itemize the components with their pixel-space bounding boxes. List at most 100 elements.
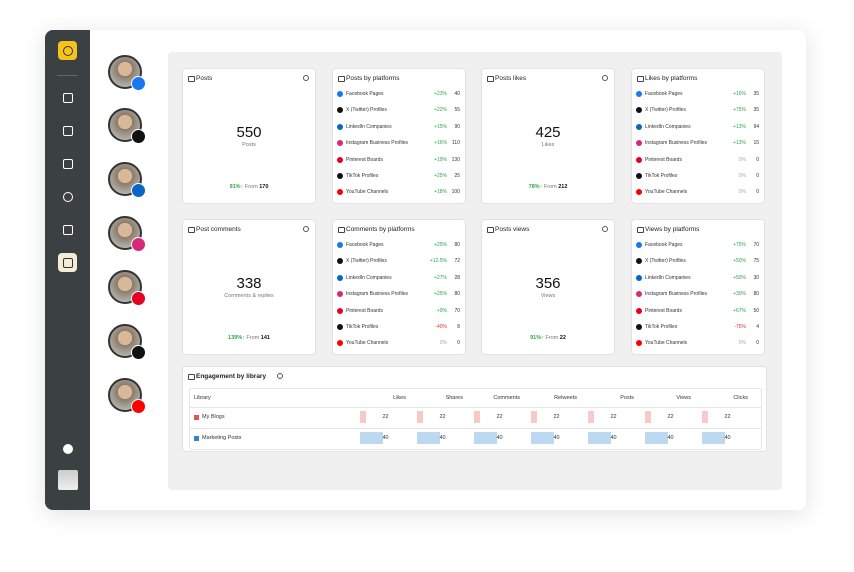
column-header: Likes xyxy=(393,395,406,401)
platform-name: Pinterest Boards xyxy=(645,156,682,163)
profile-avatar[interactable] xyxy=(108,378,146,414)
platform-row: X (Twitter) Profiles +12.5% 72 xyxy=(337,257,461,267)
metric-card: Posts likes 425 Likes 78%↑ From 212 xyxy=(481,68,615,204)
platform-row: Pinterest Boards +67% 50 xyxy=(636,307,760,317)
platform-value: 25 xyxy=(454,173,460,179)
card-icon xyxy=(188,227,195,233)
profile-avatar[interactable] xyxy=(108,162,146,198)
nav-analytics[interactable] xyxy=(58,253,77,272)
metric-footer: 139%↑ From 141 xyxy=(183,335,315,341)
platform-icon xyxy=(337,156,343,163)
metric-change: 91%↑ xyxy=(530,335,544,341)
engagement-table: Library Likes Shares Comments Retweets Posts V… xyxy=(189,388,762,450)
card-title: Views by platforms xyxy=(645,226,700,233)
metric-change: 78%↑ xyxy=(528,184,543,190)
library-name: Marketing Posts xyxy=(202,435,242,441)
cell-value: 40 xyxy=(439,435,446,441)
platform-change: 0% xyxy=(738,156,746,163)
platform-row: YouTube Channels 0% 0 xyxy=(337,339,461,349)
metric-caption: Likes xyxy=(541,142,555,148)
from-label: From xyxy=(545,335,559,341)
column-header: Retweets xyxy=(554,395,577,401)
cell-bar xyxy=(645,432,668,444)
profile-avatar[interactable] xyxy=(108,55,146,91)
platform-change: +13% xyxy=(733,140,746,147)
platform-value: 15 xyxy=(753,140,759,147)
platform-name: LinkedIn Companies xyxy=(346,274,392,281)
platform-row: TikTok Profiles -75% 4 xyxy=(636,323,760,333)
platform-icon xyxy=(337,274,343,281)
platform-value: 100 xyxy=(451,189,460,196)
platform-value: 70 xyxy=(753,242,759,248)
info-icon[interactable] xyxy=(602,75,608,81)
platform-row: Facebook Pages +16% 35 xyxy=(636,90,760,100)
platform-row: TikTok Profiles -40% 8 xyxy=(337,323,461,333)
card-title: Posts views xyxy=(495,226,530,233)
nav-help[interactable] xyxy=(58,439,77,458)
platform-icon xyxy=(337,173,343,179)
nav-inbox[interactable] xyxy=(58,220,77,239)
info-icon[interactable] xyxy=(602,226,608,232)
platform-row: TikTok Profiles 0% 0 xyxy=(636,172,760,182)
card-title: Posts xyxy=(196,75,213,82)
nav-library[interactable] xyxy=(58,154,77,173)
platform-value: 30 xyxy=(753,274,759,281)
cell-bar xyxy=(417,411,423,423)
platform-name: YouTube Channels xyxy=(645,189,688,196)
profile-avatar[interactable] xyxy=(108,270,146,306)
platform-icon xyxy=(636,274,642,281)
user-avatar[interactable] xyxy=(58,470,78,490)
platform-value: 110 xyxy=(452,140,460,147)
platform-icon xyxy=(636,189,642,196)
platform-change: +16% xyxy=(733,91,746,97)
logo[interactable] xyxy=(58,41,77,60)
platform-row: X (Twitter) Profiles +22% 55 xyxy=(337,106,461,116)
platform-value: 8 xyxy=(457,324,460,330)
info-icon[interactable] xyxy=(277,373,283,379)
platform-name: X (Twitter) Profiles xyxy=(645,258,686,265)
card-icon xyxy=(188,374,195,380)
card-title: Posts by platforms xyxy=(346,75,400,82)
platform-change: -75% xyxy=(734,324,746,330)
card-icon xyxy=(487,76,494,82)
platform-row: Pinterest Boards 0% 0 xyxy=(636,156,760,166)
platform-name: X (Twitter) Profiles xyxy=(645,107,686,114)
column-header: Views xyxy=(676,395,691,401)
column-header: Library xyxy=(194,395,211,401)
from-value: 22 xyxy=(559,335,566,341)
card-title: Posts likes xyxy=(495,75,527,82)
cell-bar xyxy=(702,411,708,423)
platform-change: -40% xyxy=(435,324,447,330)
platform-change: +27% xyxy=(434,274,447,281)
platform-name: X (Twitter) Profiles xyxy=(346,258,387,265)
profile-avatar[interactable] xyxy=(108,108,146,144)
platform-icon xyxy=(337,258,343,265)
platform-change: 0% xyxy=(738,340,746,347)
platform-change: 0% xyxy=(738,189,746,196)
platform-name: YouTube Channels xyxy=(645,340,688,347)
platform-value: 0 xyxy=(756,189,759,196)
card-icon xyxy=(487,227,494,233)
profile-avatar[interactable] xyxy=(108,216,146,252)
platform-change: +9% xyxy=(436,307,447,314)
profile-avatar[interactable] xyxy=(108,324,146,360)
metric-value: 338 xyxy=(236,275,262,292)
platform-change: +25% xyxy=(434,291,447,298)
platform-name: TikTok Profiles xyxy=(645,324,678,330)
info-icon[interactable] xyxy=(303,75,309,81)
cell-bar xyxy=(474,432,497,444)
platform-change: +50% xyxy=(733,274,746,281)
nav-publish[interactable] xyxy=(58,88,77,107)
platform-icon xyxy=(337,340,343,347)
info-icon[interactable] xyxy=(303,226,309,232)
platform-badge xyxy=(131,399,146,414)
nav-profile[interactable] xyxy=(58,187,77,206)
platform-value: 80 xyxy=(753,291,759,298)
platform-value: 50 xyxy=(753,307,759,314)
nav-calendar[interactable] xyxy=(58,121,77,140)
cell-bar xyxy=(645,411,651,423)
platform-row: LinkedIn Companies +13% 94 xyxy=(636,123,760,133)
cell-value: 22 xyxy=(439,414,446,420)
platform-value: 0 xyxy=(756,173,759,179)
